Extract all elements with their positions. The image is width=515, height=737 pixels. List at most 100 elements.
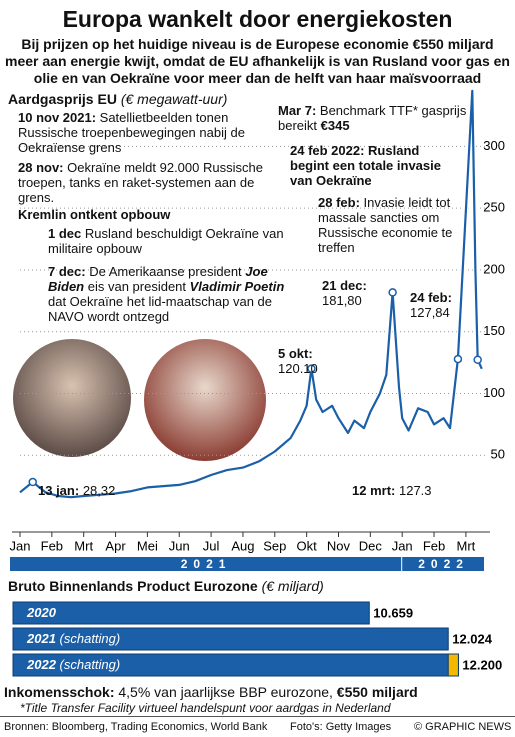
bar-category: 2020 xyxy=(26,605,57,620)
y-tick-label: 50 xyxy=(491,447,505,462)
bar-chart-heading: Bruto Binnenlands Product Eurozone (€ mi… xyxy=(8,578,324,594)
sources: Bronnen: Bloomberg, Trading Economics, W… xyxy=(4,721,268,733)
bar xyxy=(12,627,449,651)
point-label: 21 dec: 181,80 xyxy=(322,278,367,308)
text-part: €345 xyxy=(320,118,350,133)
text-part: 7 dec: xyxy=(48,264,86,279)
text-part: Kremlin ontkent opbouw xyxy=(18,207,171,222)
bar-label: 2022 (schatting) xyxy=(26,657,120,672)
price-line xyxy=(19,89,483,499)
point-marker xyxy=(388,288,397,297)
point-value-label: 28,32 xyxy=(82,483,116,498)
bar-category: 2022 xyxy=(26,657,57,672)
x-tick-label: Mrt xyxy=(74,538,93,553)
point-value-label: 127,84 xyxy=(410,305,450,320)
bar-category-note: (schatting) xyxy=(56,657,120,672)
footer-rule xyxy=(0,716,515,717)
event-note: Mar 7: Benchmark TTF* gasprijs bereikt €… xyxy=(278,103,468,133)
subtitle: Bij prijzen op het huidige niveau is de … xyxy=(5,36,510,86)
x-tick-label: Apr xyxy=(105,538,126,553)
event-note: 24 feb 2022: Rusland begint een totale i… xyxy=(290,143,460,188)
photo-biden xyxy=(142,337,268,463)
text-part: 4,5% van jaarlijkse BBP eurozone, xyxy=(114,684,337,700)
bar-value-label: 12.200 xyxy=(462,657,502,672)
point-marker xyxy=(28,477,37,487)
text-part: €550 miljard xyxy=(336,684,418,700)
point-date: 21 dec: xyxy=(322,278,367,293)
bar xyxy=(12,601,370,625)
point-date: 5 okt: xyxy=(278,346,313,361)
year-label: 2022 xyxy=(418,557,469,571)
text-part: 10 nov 2021: xyxy=(18,110,97,125)
bar-label: 2021 (schatting) xyxy=(26,631,120,646)
income-shock: Inkomensschok: 4,5% van jaarlijkse BBP e… xyxy=(4,684,418,700)
text-part: 28 nov: xyxy=(18,160,64,175)
bar-value-label: 12.024 xyxy=(452,631,493,646)
text-part: Oekraïne meldt 92.000 Russische troepen,… xyxy=(18,160,263,205)
point-date: 13 jan: xyxy=(38,483,80,498)
point-label: 13 jan: 28,32 xyxy=(38,483,115,498)
x-tick-label: Nov xyxy=(327,538,351,553)
photo-putin xyxy=(11,337,133,459)
event-note: 28 nov: Oekraïne meldt 92.000 Russische … xyxy=(18,160,268,205)
credit: © GRAPHIC NEWS xyxy=(414,721,512,733)
x-tick-label: Dec xyxy=(359,538,383,553)
year-band xyxy=(402,557,484,571)
bar-increase xyxy=(447,653,459,677)
x-tick-label: Jul xyxy=(203,538,220,553)
x-tick-label: Okt xyxy=(297,538,318,553)
x-tick-label: Feb xyxy=(41,538,63,553)
text-part: Benchmark TTF* gasprijs bereikt xyxy=(278,103,467,133)
text-part: Joe Biden xyxy=(48,264,268,294)
text-part: Rusland beschuldigt Oekraïne van militai… xyxy=(48,226,284,256)
point-label: 5 okt: 120.10 xyxy=(278,346,318,376)
line-chart-title: Aardgasprijs EU xyxy=(8,91,117,107)
year-band xyxy=(10,557,402,571)
x-tick-label: Jan xyxy=(392,538,413,553)
text-part: Satellietbeelden tonen Russische troepen… xyxy=(18,110,245,155)
x-tick-label: Jan xyxy=(10,538,31,553)
text-part: 24 feb 2022: Rusland begint een totale i… xyxy=(290,143,441,188)
x-tick-label: Sep xyxy=(263,538,286,553)
year-label: 2021 xyxy=(181,557,232,571)
line-chart-unit: (€ megawatt-uur) xyxy=(120,91,228,107)
x-tick-label: Feb xyxy=(423,538,445,553)
bar-label: 2020 xyxy=(26,605,57,620)
event-note: 28 feb: Invasie leidt tot massale sancti… xyxy=(318,195,468,255)
point-label: 24 feb: 127,84 xyxy=(410,290,452,320)
bar-category-note: (schatting) xyxy=(56,631,120,646)
event-note: 10 nov 2021: Satellietbeelden tonen Russ… xyxy=(18,110,268,155)
point-date: 24 feb: xyxy=(410,290,452,305)
bar-chart-title: Bruto Binnenlands Product Eurozone xyxy=(8,578,258,594)
event-note: Kremlin ontkent opbouw xyxy=(18,207,268,222)
point-date: 12 mrt: xyxy=(352,483,396,498)
x-tick-label: Aug xyxy=(231,538,254,553)
y-tick-label: 150 xyxy=(483,323,505,338)
y-tick-label: 100 xyxy=(483,385,505,400)
text-part: eis van president xyxy=(84,279,190,294)
point-value-label: 127.3 xyxy=(398,483,432,498)
point-value-label: 120.10 xyxy=(278,361,318,376)
text-part: De Amerikaanse president xyxy=(85,264,246,279)
text-part: Invasie leidt tot massale sancties om Ru… xyxy=(318,195,453,255)
event-note: 7 dec: De Amerikaanse president Joe Bide… xyxy=(48,264,293,324)
point-marker xyxy=(453,354,463,364)
text-part: 28 feb: xyxy=(318,195,360,210)
x-tick-label: Mrt xyxy=(456,538,475,553)
x-tick-label: Mei xyxy=(137,538,158,553)
point-value-label: 181,80 xyxy=(322,293,362,308)
line-chart-heading: Aardgasprijs EU (€ megawatt-uur) xyxy=(8,91,227,107)
bar-chart-unit: (€ miljard) xyxy=(261,578,324,594)
point-marker xyxy=(307,364,316,373)
event-note: 1 dec Rusland beschuldigt Oekraïne van m… xyxy=(48,226,293,256)
bar-category: 2021 xyxy=(26,631,56,646)
photo-credit: Foto's: Getty Images xyxy=(290,721,392,733)
footnote: *Title Transfer Facility virtueel handel… xyxy=(20,701,391,715)
text-part: Vladimir Poetin xyxy=(189,279,285,294)
y-tick-label: 250 xyxy=(483,200,505,215)
y-tick-label: 300 xyxy=(483,138,505,153)
title: Europa wankelt door energiekosten xyxy=(62,6,453,32)
y-tick-label: 200 xyxy=(483,261,505,276)
